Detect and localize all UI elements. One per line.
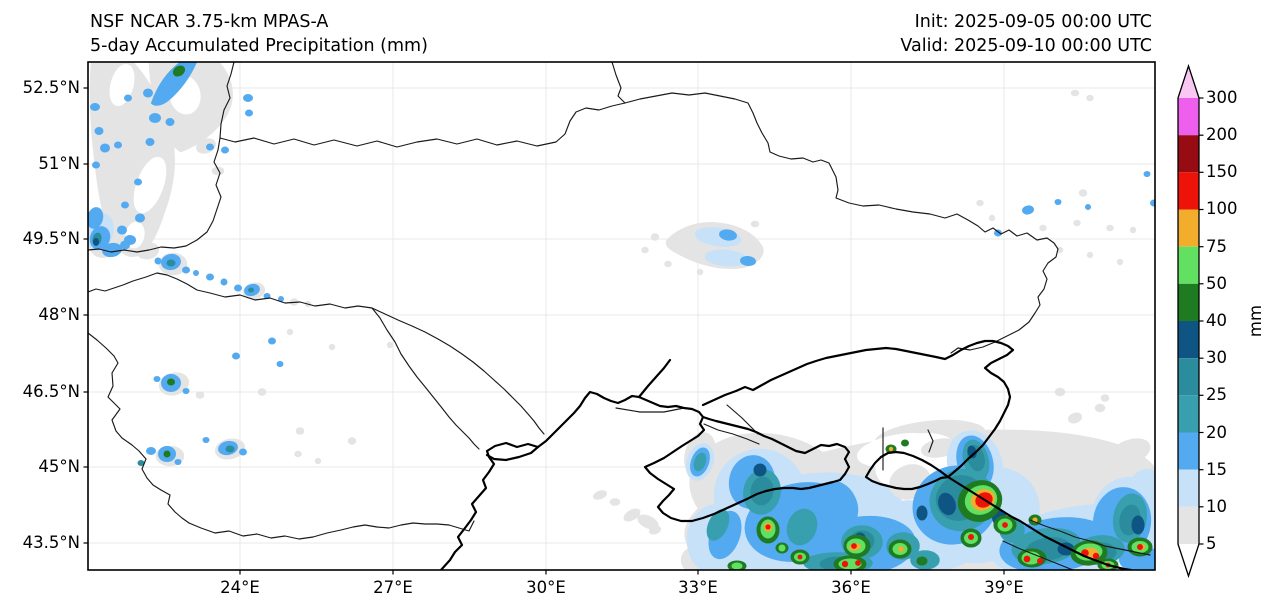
- figure-title: NSF NCAR 3.75-km MPAS-A 5-day Accumulate…: [90, 11, 428, 58]
- colorbar-unit-label: mm: [1246, 304, 1265, 338]
- colorbar-tick-label: 100: [1206, 199, 1238, 218]
- lon-tick-label: 24°E: [220, 578, 260, 597]
- colorbar-tick-label: 25: [1206, 385, 1227, 404]
- colorbar: [1177, 63, 1204, 579]
- map-area: [88, 62, 1155, 570]
- model-name: NSF NCAR 3.75-km MPAS-A: [90, 12, 329, 32]
- colorbar-tick-label: 200: [1206, 125, 1238, 144]
- lat-tick-marks: [83, 87, 88, 544]
- colorbar-tick-label: 40: [1206, 311, 1227, 330]
- colorbar-tick-label: 20: [1206, 423, 1227, 442]
- lat-tick-label: 52.5°N: [22, 78, 80, 97]
- lon-tick-label: 30°E: [526, 578, 566, 597]
- coastlines: [439, 339, 1133, 570]
- lon-tick-marks: [239, 570, 1005, 575]
- lat-tick-label: 43.5°N: [22, 533, 80, 552]
- variable-name: 5-day Accumulated Precipitation (mm): [90, 35, 428, 56]
- map-frame: [87, 61, 1156, 571]
- country-borders: [88, 62, 1151, 570]
- colorbar-over-arrow: [1178, 66, 1199, 98]
- colorbar-tick-label: 300: [1206, 88, 1238, 107]
- colorbar-under-arrow: [1178, 544, 1199, 576]
- colorbar-tick-label: 30: [1206, 348, 1227, 367]
- colorbar-tick-marks: [1199, 97, 1204, 545]
- colorbar-tick-label: 5: [1206, 534, 1217, 553]
- lat-tick-label: 49.5°N: [22, 229, 80, 248]
- valid-time: Valid: 2025-09-10 00:00 UTC: [900, 35, 1152, 56]
- lon-tick-label: 33°E: [678, 578, 718, 597]
- precip-layer-30-40mm: [93, 238, 1145, 556]
- lat-tick-label: 46.5°N: [22, 382, 80, 401]
- lon-tick-label: 39°E: [984, 578, 1024, 597]
- colorbar-tick-label: 150: [1206, 162, 1238, 181]
- lat-tick-label: 51°N: [38, 154, 80, 173]
- init-time: Init: 2025-09-05 00:00 UTC: [914, 12, 1152, 32]
- run-times: Init: 2025-09-05 00:00 UTC Valid: 2025-0…: [652, 11, 1152, 58]
- lat-tick-label: 48°N: [38, 305, 80, 324]
- lon-tick-label: 36°E: [831, 578, 871, 597]
- colorbar-tick-label: 15: [1206, 460, 1227, 479]
- colorbar-tick-label: 50: [1206, 274, 1227, 293]
- colorbar-tick-label: 75: [1206, 237, 1227, 256]
- lat-tick-label: 45°N: [38, 457, 80, 476]
- lon-tick-label: 27°E: [373, 578, 413, 597]
- colorbar-tick-label: 10: [1206, 497, 1227, 516]
